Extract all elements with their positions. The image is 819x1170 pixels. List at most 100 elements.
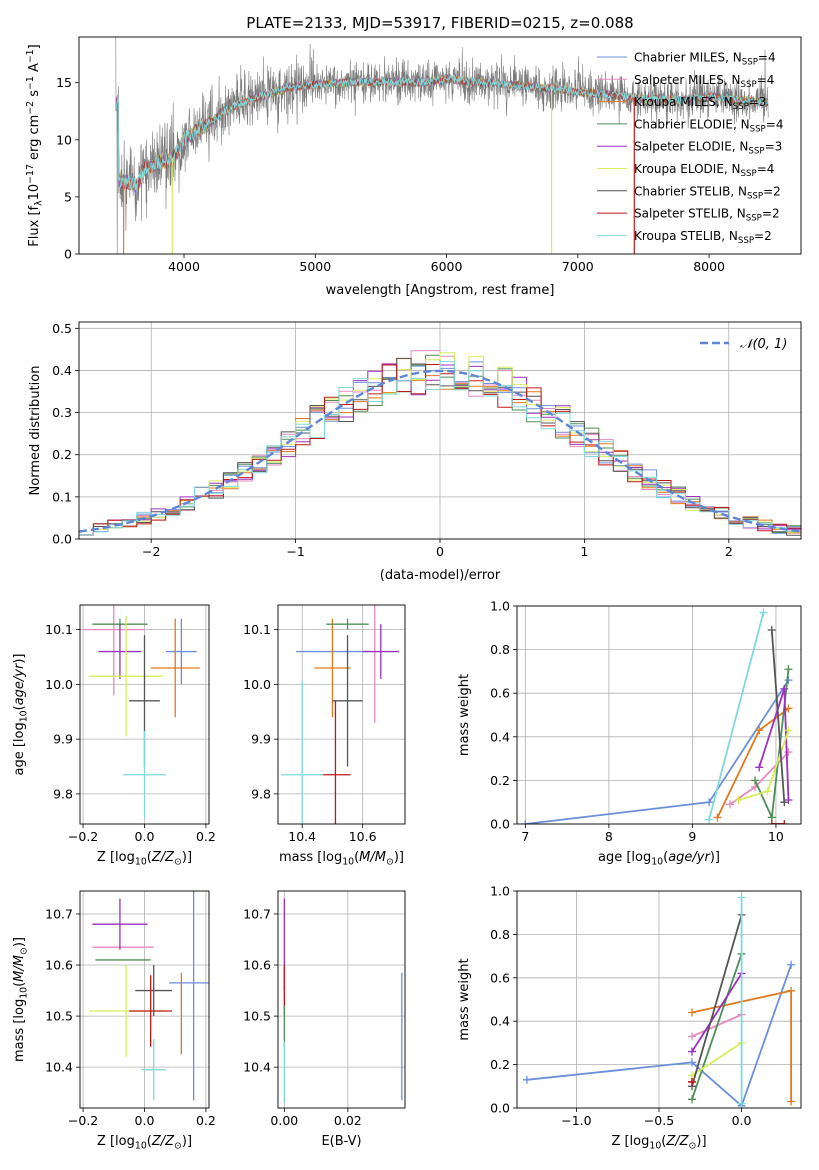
axes-frame: [516, 605, 802, 825]
label-part: ⊙: [174, 1140, 182, 1151]
axes-mass_vs_Z: −0.2 0.0 0.210.410.510.610.7Z [log10(Z/Z⊙)…: [12, 890, 216, 1151]
label-part: Z [log: [611, 1134, 649, 1149]
label-part: SSP: [748, 147, 764, 157]
axes-age_vs_Z: −0.2 0.0 0.29.89.910.010.1Z [log10(Z/Z⊙)]a…: [12, 604, 216, 867]
x-tick-label: 0.2: [196, 1113, 216, 1128]
label-part: 10: [651, 856, 663, 867]
y-tick-label: 10.1: [243, 622, 271, 637]
y-tick-label: 0.0: [490, 817, 510, 832]
y-tick-label: 9.9: [251, 732, 271, 747]
plot-area-age_vs_mass: [281, 605, 399, 824]
label-part: =2: [754, 229, 772, 243]
label-part: )]: [182, 850, 192, 865]
series-marker: [688, 1077, 697, 1086]
errorbar-point: [169, 891, 209, 1101]
y-tick-label: 10.5: [45, 1009, 73, 1024]
series-marker: [734, 796, 743, 805]
x-tick-label: 10.4: [288, 829, 316, 844]
label-part: (: [12, 982, 27, 987]
label-part: ⊙: [18, 947, 29, 955]
series-marker: [726, 800, 734, 809]
series-marker: [737, 893, 746, 902]
label-part: s: [27, 90, 42, 101]
x-axis-label: wavelength [Angstrom, rest frame]: [326, 283, 555, 298]
plot-area-mass_vs_ebv: [283, 898, 403, 1103]
x-tick-label: 10: [768, 829, 784, 844]
label-part: M/M: [12, 955, 27, 982]
series-marker: [705, 815, 714, 824]
series-line: [691, 953, 743, 1100]
label-part: Z/Z: [665, 1134, 689, 1149]
legend-entry: Salpeter STELIB, NSSP=2: [634, 207, 780, 224]
series-marker: [784, 665, 793, 674]
series-marker: [784, 726, 793, 735]
errorbar-point: [166, 618, 197, 685]
series-line: [708, 612, 765, 820]
label-part: SSP: [741, 169, 757, 179]
errorbar-point: [326, 618, 369, 630]
errorbar-point: [314, 618, 351, 718]
y-axis-label: mass [log10(M/M⊙)]: [12, 937, 29, 1062]
x-tick-label: 9: [688, 829, 696, 844]
errorbar-point: [123, 730, 166, 819]
axes-frame: [277, 604, 406, 825]
plot-area-massweight_vs_age: [521, 608, 793, 824]
x-tick-label: 0.02: [334, 1113, 362, 1128]
errorbar-point: [83, 605, 145, 696]
label-part: Salpeter MILES, N: [634, 73, 741, 87]
label-part: SSP: [746, 214, 762, 224]
label-part: Salpeter STELIB, N: [634, 207, 746, 221]
y-axis-label: Normed distribution: [28, 366, 43, 496]
label-part: 10: [18, 987, 29, 999]
y-tick-label: 9.8: [251, 786, 271, 801]
series-marker: [784, 796, 793, 805]
y-tick-label: 15: [56, 75, 72, 90]
label-part: SSP: [733, 102, 749, 112]
label-part: Chabrier ELODIE, N: [634, 117, 750, 131]
model-line: [115, 75, 769, 191]
y-tick-label: 0.2: [52, 447, 72, 462]
errorbar-point: [150, 618, 200, 718]
y-tick-label: 0.5: [52, 321, 72, 336]
x-tick-label: −1.0: [561, 1113, 591, 1128]
label-part: 10: [27, 184, 42, 201]
label-part: age [log: [12, 722, 27, 775]
label-part: Z [log: [97, 850, 135, 865]
label-part: mass [log: [12, 999, 27, 1062]
y-tick-label: 10: [56, 132, 72, 147]
y-axis-label: Flux [fλ10−17 erg cm−2 s−1 A−1]: [25, 44, 44, 246]
label-part: 10: [342, 856, 354, 867]
y-tick-label: 0.6: [490, 970, 510, 985]
y-tick-label: 10.7: [45, 906, 73, 921]
series-marker: [759, 608, 768, 617]
axes-frame: [277, 890, 406, 1109]
label-part: age/yr: [668, 850, 711, 865]
series-marker: [688, 1008, 697, 1017]
label-part: SSP: [742, 58, 758, 68]
axes-massweight_vs_Z: −1.0 −0.5 0.0 0.0 0.2 0.4 0.6 0.8 1.0 Z [log10(Z/…: [457, 884, 802, 1151]
y-tick-label: 1.0: [490, 884, 510, 899]
series-line: [691, 914, 743, 1087]
x-axis-label: age [log10(age/yr)]: [598, 850, 720, 867]
y-tick-label: 0.4: [52, 363, 72, 378]
y-axis-label: age [log10(age/yr)]: [12, 653, 29, 775]
x-tick-label: 8: [605, 829, 613, 844]
y-tick-label: 0.3: [52, 405, 72, 420]
label-part: M/M: [359, 850, 386, 865]
label-part: −1: [25, 49, 36, 63]
series-marker: [688, 1095, 697, 1104]
legend-entry: Salpeter ELODIE, NSSP=3: [634, 140, 782, 157]
series-marker: [763, 787, 772, 796]
y-tick-label: 10.0: [45, 677, 73, 692]
x-tick-label: 7000: [562, 259, 594, 274]
y-tick-label: 0.0: [52, 532, 72, 547]
x-tick-label: 0.00: [270, 1113, 298, 1128]
label-part: Z/Z: [151, 850, 175, 865]
x-tick-label: 8000: [693, 259, 725, 274]
x-tick-label: 0.0: [135, 829, 155, 844]
x-tick-label: −0.5: [644, 1113, 674, 1128]
label-part: )]: [394, 850, 404, 865]
